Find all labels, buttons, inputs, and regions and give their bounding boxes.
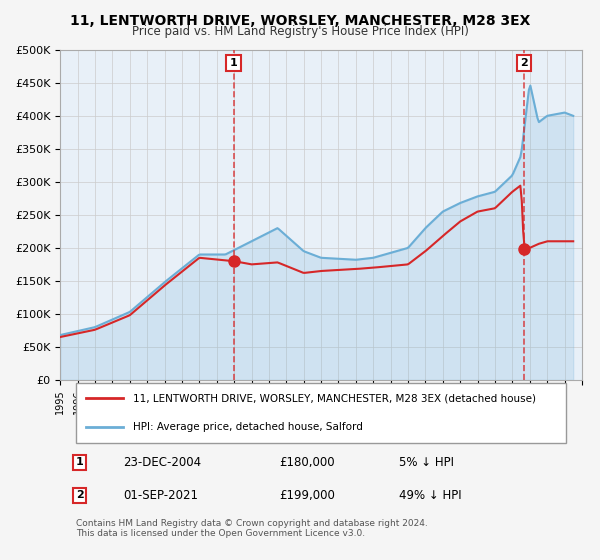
Text: £199,000: £199,000 (280, 489, 335, 502)
Text: 23-DEC-2004: 23-DEC-2004 (123, 456, 201, 469)
Text: Price paid vs. HM Land Registry's House Price Index (HPI): Price paid vs. HM Land Registry's House … (131, 25, 469, 38)
Text: Contains HM Land Registry data © Crown copyright and database right 2024.
This d: Contains HM Land Registry data © Crown c… (76, 519, 428, 538)
Text: 01-SEP-2021: 01-SEP-2021 (123, 489, 198, 502)
Text: 5% ↓ HPI: 5% ↓ HPI (400, 456, 454, 469)
Text: HPI: Average price, detached house, Salford: HPI: Average price, detached house, Salf… (133, 422, 363, 432)
Text: 2: 2 (520, 58, 528, 68)
Text: 2: 2 (76, 491, 83, 501)
Text: 1: 1 (76, 458, 83, 468)
Text: 11, LENTWORTH DRIVE, WORSLEY, MANCHESTER, M28 3EX (detached house): 11, LENTWORTH DRIVE, WORSLEY, MANCHESTER… (133, 394, 536, 403)
FancyBboxPatch shape (76, 383, 566, 442)
Text: £180,000: £180,000 (280, 456, 335, 469)
Text: 11, LENTWORTH DRIVE, WORSLEY, MANCHESTER, M28 3EX: 11, LENTWORTH DRIVE, WORSLEY, MANCHESTER… (70, 14, 530, 28)
Text: 49% ↓ HPI: 49% ↓ HPI (400, 489, 462, 502)
Text: 1: 1 (230, 58, 238, 68)
